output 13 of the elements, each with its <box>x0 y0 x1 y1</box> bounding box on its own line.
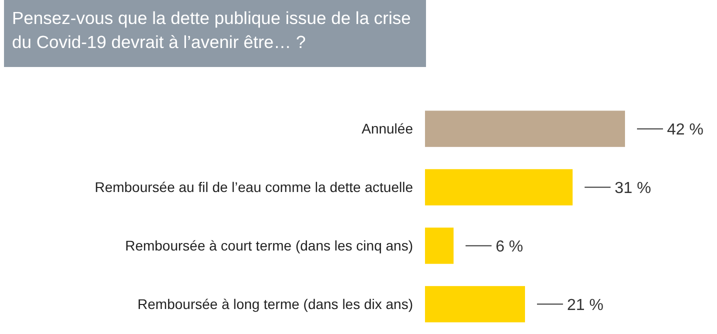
bar <box>425 228 454 264</box>
bar <box>425 110 625 147</box>
y-tick-label: Remboursée à long terme (dans les dix ans) <box>138 296 413 312</box>
data-label: 42 % <box>667 121 704 138</box>
y-tick-label: Remboursée au fil de l’eau comme la dette actuelle <box>94 179 414 196</box>
bar <box>425 286 525 322</box>
data-label: 31 % <box>614 180 652 197</box>
data-label: 6 % <box>496 238 524 256</box>
y-tick-label: Annulée <box>362 120 414 137</box>
bar <box>425 169 573 206</box>
text: Pensez-vous que la dette publique issue de la crise du Covid-19 devrait à l’avenir être… ? <box>12 8 411 52</box>
data-label: 21 % <box>567 296 604 314</box>
y-tick-label: Remboursée à court terme (dans les cinq ans) <box>125 238 413 254</box>
